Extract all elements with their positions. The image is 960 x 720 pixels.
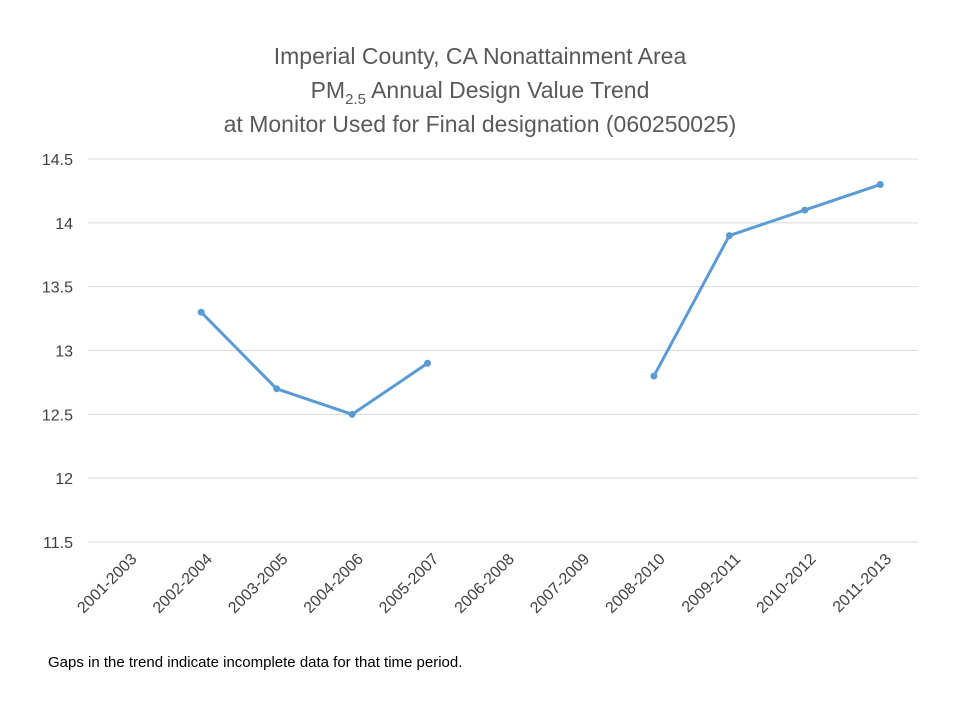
data-point	[650, 372, 658, 380]
series-line-segment	[652, 183, 882, 378]
series-points	[197, 181, 884, 418]
x-tick-label: 2007-2009	[527, 551, 593, 617]
series-line	[199, 183, 882, 416]
y-axis-ticks: 11.5 12 12.5 13 13.5 14 14.5	[42, 152, 73, 552]
x-tick-label: 2004-2006	[301, 551, 367, 617]
y-tick-label: 12.5	[42, 407, 73, 424]
data-point	[424, 359, 432, 367]
grid-lines	[88, 158, 918, 543]
chart-title-line-2: PM2.5 Annual Design Value Trend	[311, 77, 650, 108]
x-tick-label: 2005-2007	[376, 551, 442, 617]
data-point	[801, 206, 809, 214]
y-tick-label: 14.5	[42, 152, 73, 169]
y-tick-label: 12	[55, 471, 73, 488]
data-point	[273, 385, 281, 393]
x-tick-label: 2011-2013	[830, 551, 895, 616]
x-tick-label: 2002-2004	[150, 551, 216, 617]
x-tick-label: 2003-2005	[225, 551, 291, 617]
footnote: Gaps in the trend indicate incomplete da…	[48, 654, 463, 671]
data-point	[876, 181, 884, 189]
x-tick-label: 2009-2011	[679, 551, 744, 616]
chart-title-line-1: Imperial County, CA Nonattainment Area	[274, 43, 687, 69]
x-tick-label: 2006-2008	[452, 551, 518, 617]
x-tick-label: 2001-2003	[74, 551, 140, 617]
chart-title-line-3: at Monitor Used for Final designation (0…	[224, 111, 737, 137]
data-point	[197, 308, 205, 316]
x-axis-ticks: 2001-2003 2002-2004 2003-2005 2004-2006 2005…	[74, 551, 895, 617]
data-point	[725, 232, 733, 240]
series-line-segment	[199, 310, 430, 416]
chart-title-pm: PM	[311, 77, 346, 103]
y-tick-label: 13	[55, 344, 73, 361]
chart-title-pm-subscript: 2.5	[345, 91, 366, 108]
y-tick-label: 11.5	[43, 535, 73, 552]
data-point	[348, 410, 356, 418]
x-tick-label: 2008-2010	[603, 551, 669, 617]
y-tick-label: 14	[55, 216, 73, 233]
x-tick-label: 2010-2012	[754, 551, 820, 617]
chart-title-line-2-suffix: Annual Design Value Trend	[366, 77, 649, 103]
y-tick-label: 13.5	[42, 280, 73, 297]
